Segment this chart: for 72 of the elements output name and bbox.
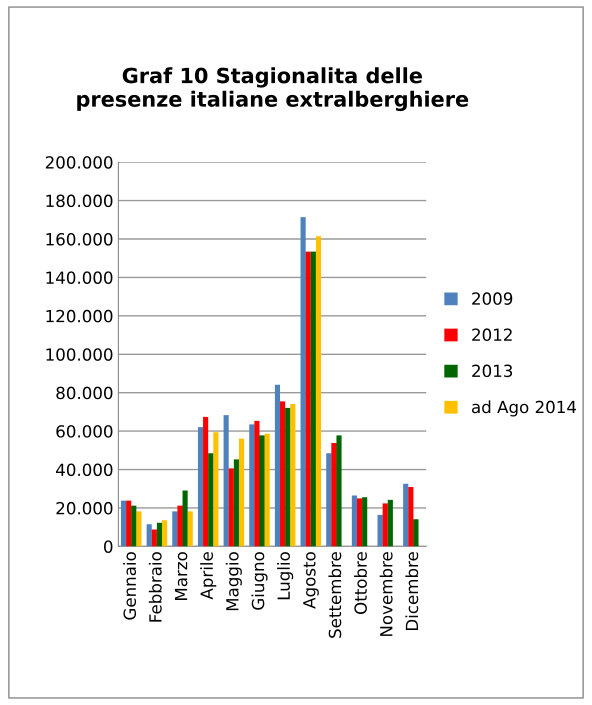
x-tick-label: Dicembre xyxy=(405,552,418,630)
y-tick-label: 40.000 xyxy=(56,463,112,476)
x-tick-label: Aprile xyxy=(200,552,216,600)
bar xyxy=(224,415,229,546)
y-tick-label: 120.000 xyxy=(46,310,112,322)
bar xyxy=(408,487,414,546)
bar xyxy=(228,468,234,546)
bar xyxy=(208,453,214,546)
bar xyxy=(388,500,393,546)
bar xyxy=(316,236,322,546)
bar xyxy=(378,514,383,546)
bar xyxy=(162,520,168,546)
bar xyxy=(156,522,162,546)
y-tick-label: 100.000 xyxy=(46,348,112,361)
bar xyxy=(362,497,368,546)
x-tick-label: Luglio xyxy=(277,552,294,600)
bar xyxy=(126,500,132,546)
legend-label: 2012 xyxy=(472,328,512,342)
y-tick-label: 140.000 xyxy=(46,271,112,284)
bar xyxy=(198,427,204,546)
bar xyxy=(326,453,332,546)
bar xyxy=(290,404,296,546)
y-tick-label: 0 xyxy=(104,540,112,553)
y-tick-label: 160.000 xyxy=(46,232,112,246)
bar xyxy=(352,495,357,546)
legend-label: 2009 xyxy=(472,292,512,305)
x-tick-label: Giugno xyxy=(251,552,268,610)
bar xyxy=(306,252,311,546)
bar xyxy=(120,500,126,546)
x-tick-label: Settembre xyxy=(328,552,342,638)
x-tick-label: Gennaio xyxy=(123,552,136,620)
bar xyxy=(182,490,188,546)
x-tick-label: Febbraio xyxy=(148,552,162,622)
y-tick-label: 180.000 xyxy=(46,194,112,208)
bar xyxy=(203,416,208,546)
x-tick-label: Maggio xyxy=(226,552,242,610)
bar xyxy=(234,459,239,546)
bar xyxy=(152,529,157,546)
bar xyxy=(403,484,408,546)
bar xyxy=(280,401,286,546)
y-tick-label: 60.000 xyxy=(56,425,112,438)
x-tick-label: Ottobre xyxy=(354,552,367,614)
y-tick-label: 200.000 xyxy=(46,156,112,169)
x-tick-label: Novembre xyxy=(380,552,393,636)
bar xyxy=(382,503,388,546)
bar xyxy=(136,511,142,546)
bar xyxy=(274,384,280,546)
bar xyxy=(188,511,193,546)
x-tick-label: Agosto xyxy=(303,552,319,609)
legend-label: ad Ago 2014 xyxy=(472,400,576,417)
bar xyxy=(254,420,260,546)
y-tick-label: 20.000 xyxy=(56,502,112,515)
bar xyxy=(238,438,244,546)
bar xyxy=(213,432,218,546)
x-tick-label: Marzo xyxy=(174,552,188,600)
chart-title: Graf 10 Stagionalita delle presenze italiane extralberghiere xyxy=(77,67,468,112)
bar xyxy=(356,498,362,546)
bar xyxy=(172,511,178,546)
bar xyxy=(131,506,136,546)
bar xyxy=(177,506,183,546)
bar xyxy=(259,435,265,546)
bar xyxy=(146,524,152,546)
bar xyxy=(264,434,270,546)
legend-label: 2013 xyxy=(472,364,512,378)
bar xyxy=(331,443,336,546)
y-tick-label: 80.000 xyxy=(56,386,112,400)
bar xyxy=(285,408,290,546)
bar xyxy=(413,519,419,546)
bar xyxy=(310,252,316,546)
bar xyxy=(249,424,254,546)
bar xyxy=(300,217,306,546)
bar xyxy=(336,435,342,546)
